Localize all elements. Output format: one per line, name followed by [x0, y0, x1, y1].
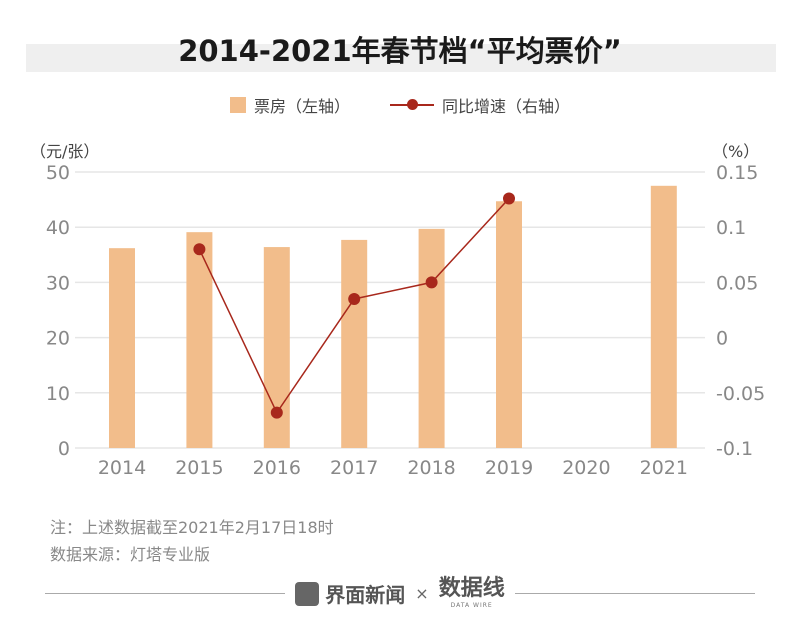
- brand-name: 界面新闻: [325, 583, 406, 607]
- divider: [45, 593, 286, 594]
- x-tick-label: 2021: [640, 457, 688, 479]
- left-tick-label: 40: [46, 217, 70, 239]
- x-tick-label: 2016: [253, 457, 301, 479]
- right-tick-label: 0: [716, 328, 728, 350]
- right-axis-label: （%）: [712, 142, 760, 161]
- note: 注：上述数据截至2021年2月17日18时: [50, 518, 334, 537]
- left-tick-label: 20: [46, 328, 70, 350]
- legend-label: 票房（左轴）: [253, 97, 350, 116]
- x-tick-label: 2017: [330, 457, 378, 479]
- source: 数据来源：灯塔专业版: [50, 545, 211, 564]
- bar-2017: [341, 239, 368, 448]
- left-axis-label: （元/张）: [30, 142, 100, 161]
- datawire-subtitle: DATA WIRE: [450, 602, 493, 609]
- legend-line: 同比增速（右轴）: [390, 93, 570, 117]
- bar-2021: [650, 185, 677, 449]
- datawire-name: 数据线: [438, 576, 505, 601]
- left-tick-label: 10: [46, 383, 70, 405]
- x-tick-label: 2015: [175, 457, 223, 479]
- bar-2014: [109, 248, 135, 448]
- left-tick-label: 0: [58, 438, 70, 460]
- point-2018: [425, 276, 438, 289]
- x-tick-label: 2019: [485, 457, 533, 479]
- legend: 票房（左轴） 同比增速（右轴）: [0, 93, 800, 117]
- title-band: [26, 44, 776, 72]
- right-tick-label: 0.15: [716, 162, 758, 184]
- x-tick-label: 2018: [407, 457, 455, 479]
- left-tick-label: 50: [46, 162, 70, 184]
- footer: 界面新闻 × 数据线 DATA WIRE: [0, 578, 800, 609]
- times-sign: ×: [415, 584, 429, 603]
- bar-swatch: [229, 97, 246, 113]
- right-tick-label: 0.05: [716, 272, 758, 294]
- right-tick-label: -0.05: [716, 383, 765, 405]
- jiemian-logo: 界面新闻: [295, 579, 405, 608]
- logo-icon: [295, 581, 320, 606]
- right-tick-label: -0.1: [716, 438, 753, 460]
- datawire-logo: 数据线 DATA WIRE: [439, 578, 505, 609]
- chart-title: 2014-2021年春节档“平均票价”: [178, 34, 622, 68]
- legend-bar: 票房（左轴）: [229, 93, 350, 117]
- legend-label: 同比增速（右轴）: [442, 97, 571, 116]
- right-tick-label: 0.1: [716, 217, 746, 239]
- point-2017: [348, 292, 361, 305]
- divider: [514, 593, 755, 594]
- x-tick-label: 2020: [562, 457, 610, 479]
- left-tick-label: 30: [46, 272, 70, 294]
- bar-2015: [186, 232, 213, 448]
- line-swatch: [390, 99, 434, 110]
- point-2016: [270, 406, 283, 419]
- point-2019: [503, 192, 515, 205]
- bar-2019: [496, 201, 522, 448]
- bar-2018: [418, 228, 445, 448]
- point-2015: [193, 243, 206, 256]
- x-tick-label: 2014: [98, 457, 146, 479]
